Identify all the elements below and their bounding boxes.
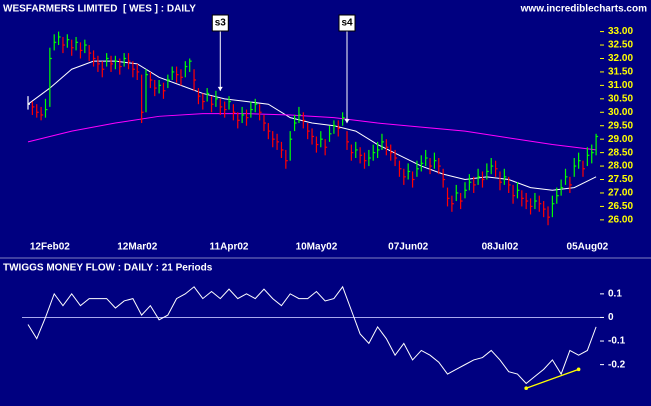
x-tick-label: 12Mar02	[117, 242, 157, 253]
y-tick-label: 32.50	[608, 40, 633, 51]
source: www.incrediblecharts.com	[520, 4, 647, 15]
trendline-point	[524, 386, 528, 391]
y-tick-label: 31.50	[608, 67, 633, 78]
y-tick-label: 0.1	[608, 289, 622, 300]
y-tick-label: 29.50	[608, 120, 633, 131]
trendline-point	[576, 367, 581, 372]
moving-average	[27, 60, 597, 191]
y-tick-label: 30.50	[608, 93, 633, 104]
y-tick-label: 26.00	[608, 215, 633, 226]
annotation-arrowhead	[344, 119, 350, 124]
x-tick-label: 07Jun02	[388, 242, 428, 253]
y-tick-label: 32.00	[608, 53, 633, 64]
y-tick-label: 0	[608, 312, 614, 323]
money-flow-line	[27, 285, 597, 385]
chart-title: WESFARMERS LIMITED [ WES ] : DAILY	[3, 4, 196, 15]
annotation-arrowhead	[217, 86, 223, 91]
y-tick-label: -0.2	[608, 359, 626, 370]
indicator-title: TWIGGS MONEY FLOW : DAILY : 21 Periods	[3, 263, 213, 274]
x-tick-label: 12Feb02	[30, 242, 70, 253]
annotation-box	[338, 14, 356, 32]
y-tick-label: 31.00	[608, 80, 633, 91]
annotation-box	[211, 14, 229, 32]
x-tick-label: 05Aug02	[567, 242, 609, 253]
annotation-label: s4	[341, 18, 353, 29]
y-tick-label: 30.00	[608, 107, 633, 118]
x-tick-label: 11Apr02	[210, 242, 249, 253]
y-tick-label: 28.00	[608, 161, 633, 172]
moving-average	[27, 113, 597, 151]
y-tick-label: 26.50	[608, 201, 633, 212]
y-tick-label: 33.00	[608, 26, 633, 37]
y-tick-label: -0.1	[608, 336, 626, 347]
trendline	[525, 368, 579, 389]
y-tick-label: 27.00	[608, 188, 633, 199]
y-tick-label: 27.50	[608, 174, 633, 185]
y-tick-label: 29.00	[608, 134, 633, 145]
x-tick-label: 08Jul02	[482, 242, 519, 253]
x-tick-label: 10May02	[296, 242, 338, 253]
annotation-label: s3	[215, 18, 227, 29]
y-tick-label: 28.50	[608, 147, 633, 158]
